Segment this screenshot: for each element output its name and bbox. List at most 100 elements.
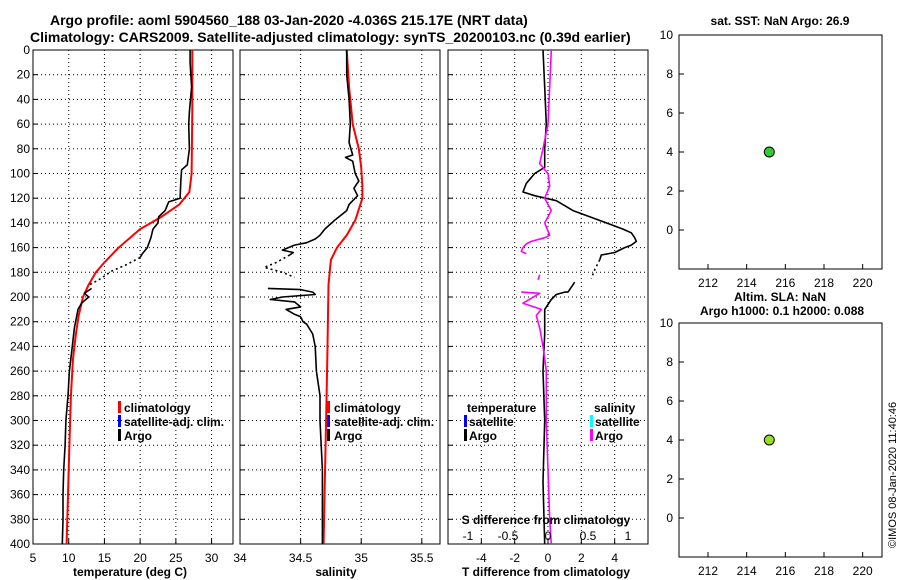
argo-series-line (61, 287, 93, 545)
depth-tick-label: 80 (17, 142, 31, 156)
y-tick-label: 6 (666, 394, 673, 408)
difference-top-ticks: -1 -0.5 0 0.5 1 (463, 529, 632, 543)
top-x-tick-label: 0.5 (580, 529, 597, 543)
x-tick-label: 212 (698, 276, 718, 290)
depth-tick-label: 340 (10, 463, 30, 477)
sla-subtitle: Argo h1000: 0.1 h2000: 0.088 (700, 304, 864, 318)
x-tick-label: 30 (205, 551, 219, 565)
x-tick-label: 214 (737, 276, 757, 290)
legend-label-satellite: satellite-adj. clim. (334, 415, 434, 429)
sla-ticks: 212 214 216 218 220 0 2 4 6 8 10 (660, 316, 873, 578)
sst-ticks: 212 214 216 218 220 0 2 4 6 8 10 (660, 28, 873, 290)
x-tick-label: 0 (545, 551, 552, 565)
salinity-legend: climatology satellite-adj. clim. Argo (327, 401, 434, 443)
depth-tick-label: 300 (10, 414, 30, 428)
x-tick-label: 220 (853, 276, 873, 290)
x-tick-label: 34.5 (289, 551, 313, 565)
argo-series-line (263, 254, 295, 278)
y-tick-label: 10 (660, 28, 674, 42)
top-x-tick-label: 0 (545, 529, 552, 543)
y-tick-label: 2 (666, 472, 673, 486)
x-tick-label: 10 (62, 551, 76, 565)
legend-label-satellite: satellite-adj. clim. (124, 415, 224, 429)
x-tick-label: 35 (355, 551, 369, 565)
data-point (763, 434, 775, 446)
y-tick-label: 8 (666, 67, 673, 81)
legend-label-satellite: satellite (469, 415, 514, 429)
depth-tick-label: 280 (10, 389, 30, 403)
salinity-lines (263, 49, 364, 545)
depth-tick-label: 160 (10, 241, 30, 255)
sst-axes (678, 34, 883, 270)
sst-panel: sat. SST: NaN Argo: 26.9 212 214 216 218 220… (660, 14, 883, 290)
difference-top-xlabel: S difference from climatology (462, 513, 631, 527)
x-tick-label: 4 (611, 551, 618, 565)
y-tick-label: 4 (666, 145, 673, 159)
legend-swatch-argo (118, 429, 121, 441)
legend-title-temperature: temperature (467, 401, 537, 415)
t-argo-series-line (542, 281, 576, 545)
legend-label-satellite: satellite (595, 415, 640, 429)
sst-points (763, 146, 775, 158)
temperature-lines (61, 50, 194, 545)
legend-swatch-satellite (590, 415, 593, 427)
top-x-tick-label: -0.5 (498, 529, 519, 543)
x-tick-label: 214 (737, 564, 757, 578)
y-tick-label: 0 (666, 511, 673, 525)
y-tick-label: 0 (666, 223, 673, 237)
temperature-ticks: 5 10 15 20 25 3002040608010012014016018020022… (10, 43, 219, 565)
difference-lines (520, 49, 638, 545)
x-tick-label: 5 (30, 551, 37, 565)
legend-swatch-argo (590, 429, 593, 441)
legend-title-salinity: salinity (594, 401, 636, 415)
legend-swatch-argo (327, 429, 330, 441)
salinity-xlabel: salinity (315, 565, 357, 579)
top-x-tick-label: -1 (463, 529, 474, 543)
y-tick-label: 6 (666, 106, 673, 120)
legend-swatch-satellite (118, 415, 121, 427)
x-tick-label: 212 (698, 564, 718, 578)
depth-tick-label: 100 (10, 167, 30, 181)
difference-panel: -4 -2 0 2 4 T difference from climatology S … (447, 49, 649, 579)
legend-label-argo: Argo (469, 429, 497, 443)
x-tick-label: -4 (476, 551, 487, 565)
temperature-legend: climatology satellite-adj. clim. Argo (118, 401, 224, 443)
argo-series-line (281, 50, 360, 256)
y-tick-label: 10 (660, 316, 674, 330)
salinity-panel: 34 34.5 35 35.5 salinity climatology satell… (233, 49, 441, 579)
legend-label-climatology: climatology (124, 401, 191, 415)
s-argo-series-line (521, 291, 553, 545)
depth-tick-label: 60 (17, 117, 31, 131)
temperature-diff-legend: temperature satellite Argo (464, 401, 537, 443)
y-tick-label: 8 (666, 355, 673, 369)
depth-tick-label: 120 (10, 191, 30, 205)
t-argo-series-line (590, 259, 601, 279)
salinity-grid (240, 50, 440, 544)
legend-label-climatology: climatology (334, 401, 401, 415)
argo-series-line (89, 256, 141, 286)
legend-swatch-satellite (327, 415, 330, 427)
depth-tick-label: 140 (10, 216, 30, 230)
legend-swatch-climatology (118, 401, 121, 413)
legend-label-argo: Argo (124, 429, 152, 443)
figure-title-line1: Argo profile: aoml 5904560_188 03-Jan-20… (50, 12, 528, 28)
depth-tick-label: 260 (10, 364, 30, 378)
t-argo-series-line (522, 49, 638, 261)
salinity-ticks: 34 34.5 35 35.5 (233, 49, 434, 565)
legend-swatch-climatology (327, 401, 330, 413)
depth-tick-label: 180 (10, 265, 30, 279)
sst-title: sat. SST: NaN Argo: 26.9 (711, 14, 850, 28)
difference-ticks: -4 -2 0 2 4 (448, 49, 618, 565)
depth-tick-label: 220 (10, 315, 30, 329)
x-tick-label: -2 (509, 551, 520, 565)
x-tick-label: 218 (814, 276, 834, 290)
top-x-tick-label: 1 (625, 529, 632, 543)
legend-label-argo: Argo (334, 429, 362, 443)
salinity-diff-legend: salinity satellite Argo (590, 401, 640, 443)
legend-swatch-satellite (464, 415, 467, 427)
difference-grid (448, 50, 648, 544)
x-tick-label: 35.5 (410, 551, 434, 565)
x-tick-label: 216 (775, 276, 795, 290)
temperature-panel: 5 10 15 20 25 3002040608010012014016018020022… (10, 43, 234, 579)
